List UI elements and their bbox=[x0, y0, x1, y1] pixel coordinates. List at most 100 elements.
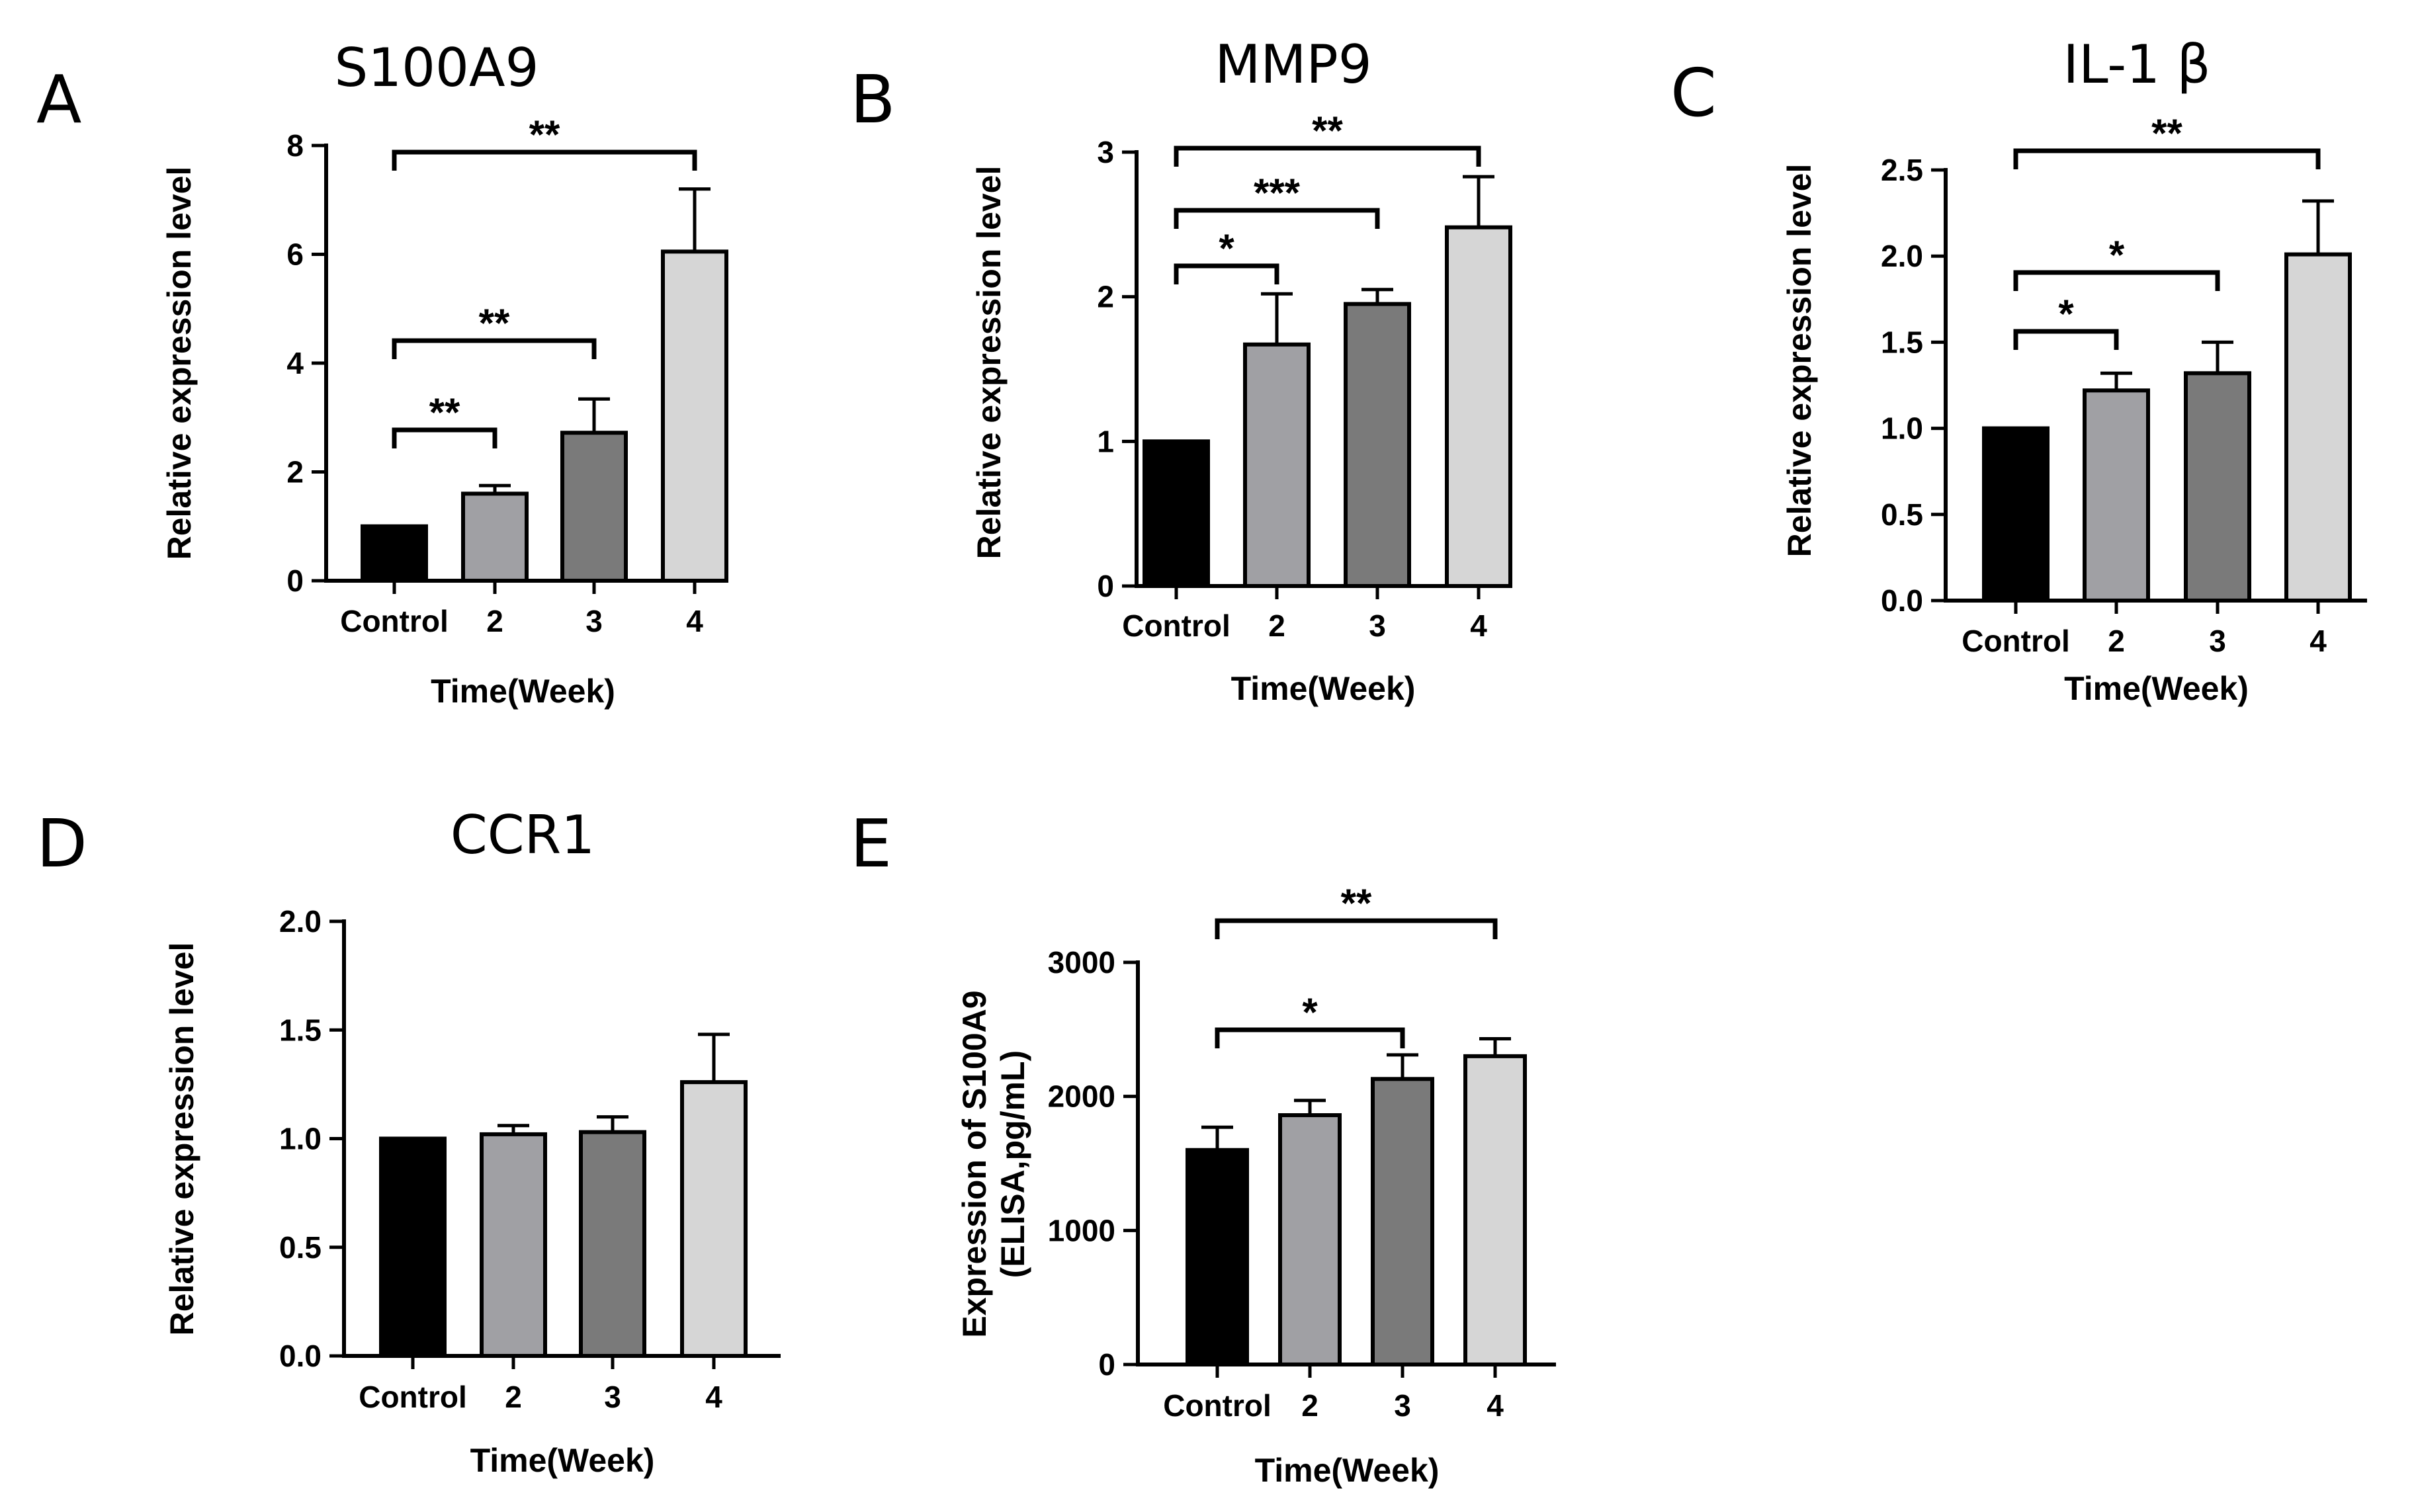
bar bbox=[361, 524, 428, 583]
y-tick-label: 3 bbox=[1097, 135, 1114, 169]
x-tick-label: 4 bbox=[1470, 609, 1487, 643]
x-tick-label: Control bbox=[1163, 1388, 1272, 1423]
bar bbox=[1371, 1077, 1434, 1366]
x-tick-label: 2 bbox=[1268, 609, 1285, 643]
x-tick-label: 3 bbox=[585, 604, 603, 638]
y-tick-label: 2.5 bbox=[1881, 153, 1923, 187]
panel-letter: C bbox=[1670, 54, 1717, 132]
x-tick-label: Control bbox=[1962, 624, 2070, 658]
y-tick-label: 0 bbox=[1098, 1347, 1115, 1382]
bar bbox=[2083, 388, 2150, 603]
y-tick-label: 2.0 bbox=[1881, 239, 1923, 273]
y-tick-label: 4 bbox=[286, 346, 304, 380]
chart-title: CCR1 bbox=[451, 804, 595, 866]
significance-bracket bbox=[1215, 1027, 1405, 1048]
bar bbox=[1445, 225, 1512, 588]
chart-title: S100A9 bbox=[334, 37, 539, 99]
significance-label: * bbox=[1219, 226, 1234, 271]
significance-label: ** bbox=[479, 301, 510, 345]
y-tick-label: 3000 bbox=[1048, 945, 1115, 980]
y-tick-label: 0.0 bbox=[279, 1339, 322, 1373]
x-axis-label: Time(Week) bbox=[1255, 1452, 1440, 1489]
y-tick-label: 1 bbox=[1097, 424, 1114, 458]
y-tick-label: 1.5 bbox=[1881, 325, 1923, 359]
significance-bracket bbox=[392, 149, 697, 171]
significance-bracket bbox=[2013, 148, 2321, 169]
x-tick-label: Control bbox=[1122, 609, 1231, 643]
x-tick-label: 4 bbox=[1487, 1388, 1504, 1423]
significance-label: ** bbox=[1341, 881, 1372, 925]
bar bbox=[579, 1130, 646, 1359]
x-axis-label: Time(Week) bbox=[470, 1442, 655, 1479]
x-tick-label: 2 bbox=[486, 604, 503, 638]
significance-bracket bbox=[392, 427, 497, 448]
bar bbox=[661, 249, 728, 583]
significance-bracket bbox=[1174, 263, 1279, 284]
x-tick-label: 4 bbox=[2310, 624, 2327, 658]
significance-bracket bbox=[1215, 918, 1498, 939]
chart-panel-b: B MMP9 0 1 2 3 Control 2 3 4 Time(Week) Relative ex… bbox=[850, 34, 1512, 707]
y-axis-label: Relative expression level bbox=[971, 166, 1008, 560]
x-axis-label: Time(Week) bbox=[2064, 670, 2249, 707]
x-tick-label: 2 bbox=[505, 1380, 522, 1414]
significance-label: ** bbox=[2151, 111, 2182, 155]
panel-letter: B bbox=[850, 61, 896, 138]
y-axis-label: (ELISA,pg/mL) bbox=[994, 1050, 1031, 1278]
bar bbox=[1278, 1113, 1342, 1367]
x-tick-label: 4 bbox=[705, 1380, 722, 1414]
y-axis-label: Relative expression level bbox=[163, 943, 200, 1336]
bar bbox=[1344, 302, 1411, 588]
bar bbox=[2184, 371, 2251, 603]
bar bbox=[1143, 439, 1210, 588]
chart-panel-a: A S100A9 0 2 4 6 8 Control 2 3 4 Time(Week) Relative… bbox=[36, 37, 728, 710]
y-axis-label: Relative expression level bbox=[161, 167, 198, 560]
panel-letter: D bbox=[36, 805, 87, 882]
y-tick-label: 0 bbox=[286, 564, 304, 598]
bar bbox=[379, 1136, 447, 1358]
bar bbox=[1186, 1148, 1249, 1366]
chart-title: MMP9 bbox=[1215, 34, 1371, 95]
significance-label: ** bbox=[1312, 108, 1343, 153]
significance-label: *** bbox=[1254, 171, 1301, 215]
x-tick-label: 3 bbox=[1369, 609, 1386, 643]
bar bbox=[1243, 342, 1311, 588]
y-tick-label: 8 bbox=[286, 128, 304, 163]
bar bbox=[480, 1132, 547, 1359]
y-tick-label: 2 bbox=[1097, 280, 1114, 314]
chart-panel-c: C IL-1 β 0.0 0.5 1.0 1.5 2.0 2.5 Control 2 3 4 Time(… bbox=[1670, 34, 2367, 707]
significance-label: ** bbox=[429, 390, 460, 435]
significance-bracket bbox=[1174, 146, 1481, 167]
x-axis-label: Time(Week) bbox=[431, 673, 615, 710]
significance-bracket bbox=[2013, 329, 2119, 350]
y-axis-label: Relative expression level bbox=[1781, 164, 1818, 558]
chart-panel-e: E 0 1000 2000 3000 Control 2 3 4 Time(Week) Expres… bbox=[850, 805, 1556, 1489]
x-tick-label: 3 bbox=[604, 1380, 621, 1414]
x-tick-label: 4 bbox=[686, 604, 703, 638]
y-tick-label: 2 bbox=[286, 455, 304, 489]
x-tick-label: Control bbox=[359, 1380, 467, 1414]
x-tick-label: 3 bbox=[2209, 624, 2226, 658]
y-axis-label: Expression of S100A9 bbox=[956, 990, 993, 1337]
bar bbox=[680, 1080, 748, 1358]
panel-letter: A bbox=[36, 61, 81, 138]
y-tick-label: 1000 bbox=[1048, 1213, 1115, 1247]
bar bbox=[1982, 426, 2050, 603]
panel-letter: E bbox=[850, 805, 892, 882]
significance-label: * bbox=[2109, 233, 2125, 277]
y-tick-label: 1.0 bbox=[279, 1122, 322, 1156]
significance-bracket bbox=[392, 338, 597, 359]
y-tick-label: 1.5 bbox=[279, 1013, 322, 1047]
x-tick-label: Control bbox=[340, 604, 449, 638]
significance-label: * bbox=[2058, 292, 2074, 336]
significance-bracket bbox=[1174, 208, 1380, 229]
y-tick-label: 6 bbox=[286, 237, 304, 272]
y-tick-label: 2.0 bbox=[279, 904, 322, 939]
significance-bracket bbox=[2013, 270, 2220, 291]
y-tick-label: 1.0 bbox=[1881, 411, 1923, 446]
bar bbox=[1463, 1054, 1527, 1367]
y-tick-label: 0.0 bbox=[1881, 583, 1923, 618]
chart-panel-d: D CCR1 0.0 0.5 1.0 1.5 2.0 Control 2 3 4 Time(Week)… bbox=[36, 804, 781, 1479]
bar bbox=[2284, 252, 2352, 603]
x-axis-label: Time(Week) bbox=[1231, 670, 1416, 707]
